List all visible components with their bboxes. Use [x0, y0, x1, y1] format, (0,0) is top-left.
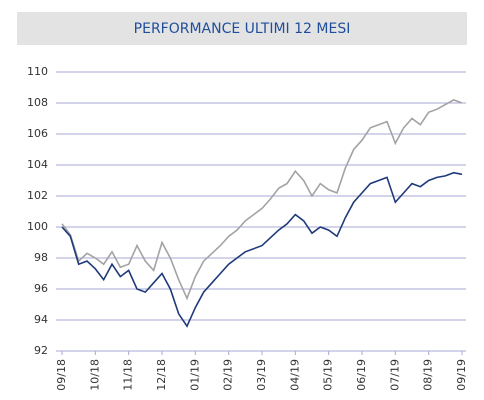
y-tick-label: 106 [27, 127, 48, 140]
x-tick-label: 03/19 [255, 359, 268, 391]
y-tick-label: 102 [27, 189, 48, 202]
y-tick-label: 100 [27, 220, 48, 233]
series-line [61, 171, 463, 328]
title-bar [17, 12, 467, 45]
x-tick-label: 04/19 [288, 359, 301, 391]
x-tick-label: 01/19 [188, 359, 201, 391]
y-tick-label: 94 [34, 313, 48, 326]
y-tick-label: 96 [34, 282, 48, 295]
x-tick-label: 12/18 [155, 359, 168, 391]
series-line [61, 99, 463, 301]
x-tick-label: 06/19 [355, 359, 368, 391]
y-tick-label: 108 [27, 96, 48, 109]
x-tick-label: 09/19 [455, 359, 468, 391]
y-tick-label: 92 [34, 344, 48, 357]
x-tick-label: 08/19 [422, 359, 435, 391]
x-tick-label: 10/18 [88, 359, 101, 391]
chart-title: PERFORMANCE ULTIMI 12 MESI [134, 21, 351, 37]
x-tick-label: 09/18 [55, 359, 68, 391]
y-tick-label: 104 [27, 158, 48, 171]
x-tick-label: 07/19 [388, 359, 401, 391]
x-tick-label: 11/18 [122, 359, 135, 391]
x-tick-label: 05/19 [322, 359, 335, 391]
y-tick-label: 110 [27, 65, 48, 78]
x-tick-label: 02/19 [222, 359, 235, 391]
y-tick-label: 98 [34, 251, 48, 264]
